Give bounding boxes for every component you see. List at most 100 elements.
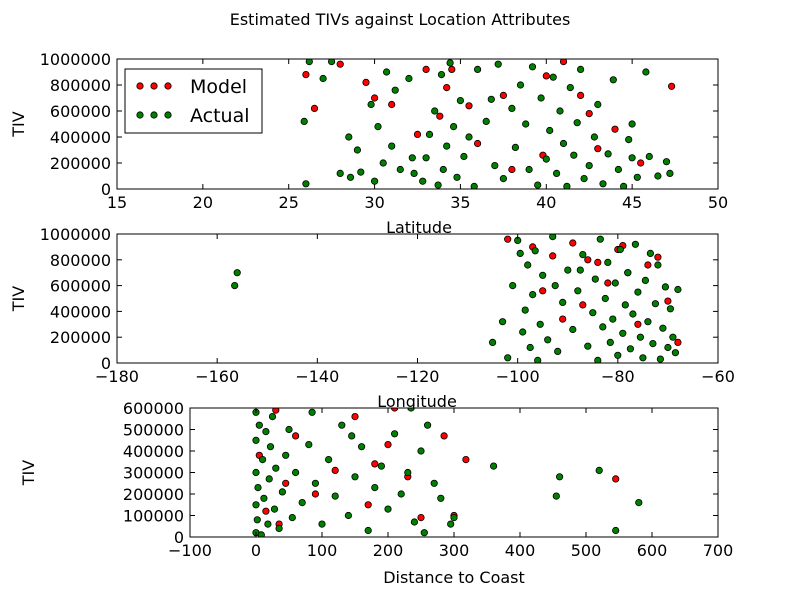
x-axis-label: Latitude [386, 218, 452, 237]
data-point-actual [649, 339, 657, 348]
data-point-actual [252, 468, 260, 477]
y-tick-label: 400000 [50, 302, 111, 321]
data-point-actual [449, 123, 458, 131]
data-point-actual [488, 338, 497, 346]
data-point-actual [434, 181, 442, 189]
data-point-model [585, 110, 593, 118]
data-point-actual [552, 492, 560, 500]
x-tick-label: −120 [396, 367, 440, 386]
data-point-actual [255, 421, 263, 429]
data-point-actual [357, 443, 366, 451]
data-point-actual [628, 154, 636, 162]
data-point-model [539, 287, 547, 295]
data-point-model [542, 72, 550, 80]
data-point-model [612, 475, 620, 483]
y-axis-label: TIV [9, 286, 28, 312]
data-point-actual [404, 468, 412, 477]
data-point-actual [522, 120, 530, 128]
legend-marker [150, 111, 158, 119]
data-point-actual [528, 63, 537, 71]
data-point-actual [625, 136, 633, 144]
data-point-actual [601, 294, 609, 303]
data-point-actual [443, 142, 451, 150]
data-point-actual [570, 151, 578, 159]
data-point-actual [338, 421, 346, 429]
data-point-actual [351, 473, 359, 481]
data-point-actual [559, 298, 567, 306]
x-tick-label: 40 [536, 193, 556, 212]
data-point-actual [645, 152, 653, 161]
data-point-actual [669, 333, 677, 341]
data-point-actual [620, 182, 628, 189]
data-point-actual [367, 100, 375, 109]
data-point-actual [450, 513, 458, 522]
data-point-model [272, 408, 280, 414]
data-point-model [436, 112, 444, 120]
data-point-model [579, 301, 587, 309]
data-point-actual [609, 315, 617, 323]
data-point-actual [453, 173, 461, 181]
data-point-actual [324, 455, 333, 464]
data-point-actual [616, 245, 624, 254]
data-point-actual [377, 462, 385, 470]
data-point-model [465, 102, 473, 110]
data-point-model [311, 490, 319, 498]
legend-label-model: Model [190, 76, 247, 98]
legend-marker [164, 82, 172, 90]
data-point-actual [346, 173, 355, 181]
data-point-actual [268, 412, 277, 421]
data-point-model [262, 507, 270, 515]
y-tick-label: 100000 [123, 507, 184, 526]
data-point-actual [628, 120, 636, 128]
data-point-actual [656, 355, 665, 363]
data-point-actual [298, 498, 306, 507]
data-point-actual [231, 281, 239, 290]
data-point-actual [491, 162, 499, 170]
data-point-actual [551, 281, 559, 290]
data-point-actual [599, 180, 607, 188]
x-tick-label: 30 [364, 193, 384, 212]
data-point-actual [420, 529, 428, 537]
legend-box [124, 68, 263, 134]
data-point-model [370, 94, 379, 102]
data-point-actual [654, 261, 662, 269]
y-tick-label: 800000 [50, 251, 111, 270]
data-point-actual [633, 173, 641, 181]
x-tick-label: −140 [295, 367, 339, 386]
data-point-actual [278, 488, 286, 496]
data-point-actual [465, 133, 473, 141]
x-axis-label: Distance to Coast [383, 568, 525, 587]
data-point-actual [396, 165, 404, 174]
data-point-actual [252, 501, 260, 509]
y-tick-label: 600000 [50, 102, 111, 121]
data-point-actual [531, 247, 539, 255]
y-tick-label: 200000 [50, 328, 111, 347]
data-point-actual [305, 440, 313, 449]
data-point-actual [564, 266, 572, 274]
data-point-model [604, 279, 612, 287]
data-point-actual [611, 279, 619, 287]
data-point-actual [318, 520, 326, 528]
x-tick-label: 400 [505, 541, 536, 560]
y-tick-label: 1000000 [40, 50, 111, 69]
y-tick-label: 200000 [123, 485, 184, 504]
data-point-model [391, 408, 399, 412]
data-point-model [674, 338, 682, 346]
data-point-model [559, 315, 567, 323]
data-point-actual [353, 146, 361, 154]
data-point-actual [422, 154, 430, 162]
legend-label-actual: Actual [190, 105, 250, 127]
data-point-actual [529, 290, 537, 299]
data-point-actual [644, 318, 652, 326]
data-point-model [448, 65, 456, 74]
y-tick-label: 200000 [50, 154, 111, 173]
data-point-actual [417, 447, 425, 455]
data-point-actual [525, 165, 533, 174]
data-point-actual [666, 169, 674, 177]
y-tick-label: 400000 [50, 128, 111, 147]
data-point-actual [370, 177, 379, 185]
data-point-actual [626, 345, 635, 353]
data-point-actual [233, 269, 241, 277]
y-tick-label: 500000 [123, 421, 184, 440]
data-point-actual [397, 490, 405, 498]
